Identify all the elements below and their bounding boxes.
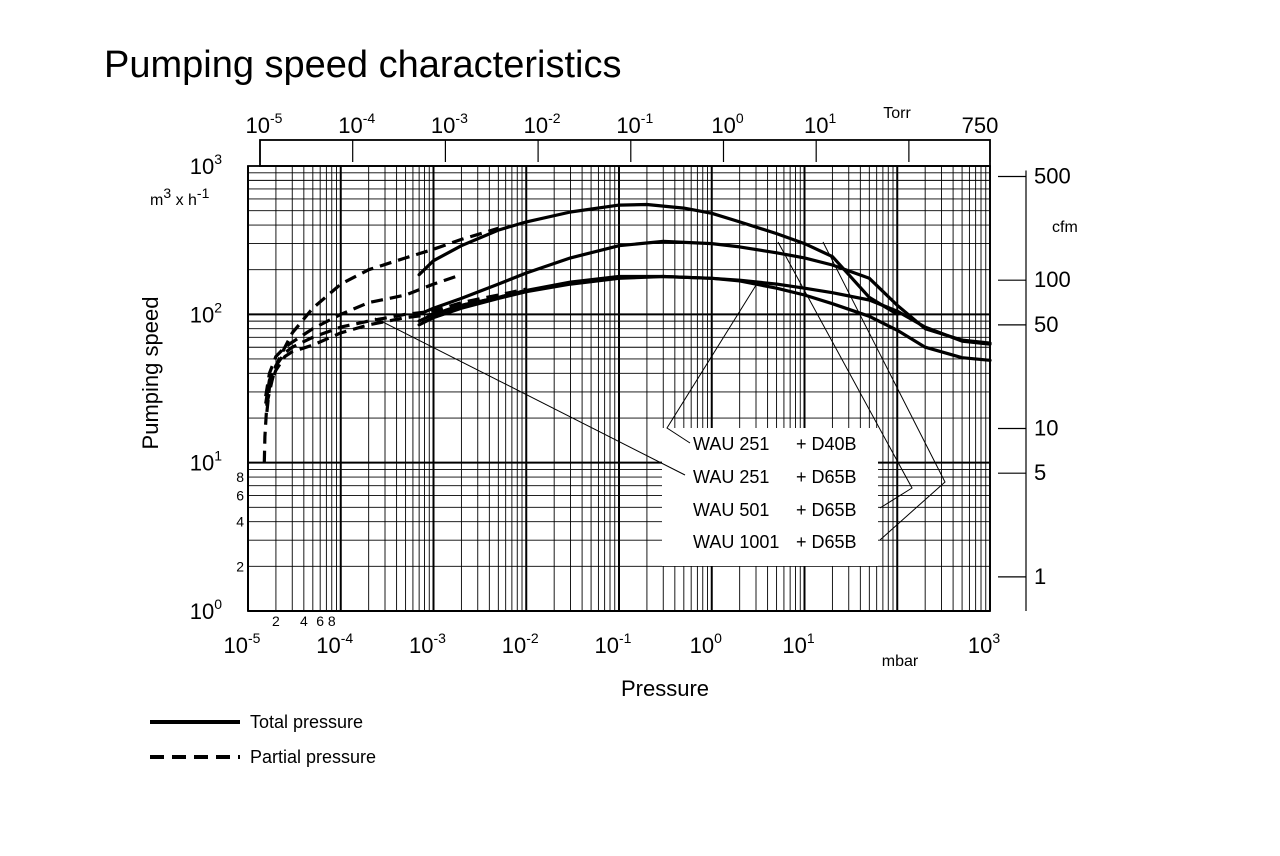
top-unit-label: Torr — [883, 105, 911, 122]
x-minor-tick-label: 4 — [300, 613, 308, 629]
callout-pump-label: + D65B — [796, 500, 857, 520]
callout-leader-line — [777, 241, 913, 509]
callout-pump-label: + D40B — [796, 434, 857, 454]
y-minor-tick-label: 6 — [236, 488, 244, 504]
chart-title: Pumping speed characteristics — [104, 44, 621, 86]
callout-model-label: WAU 251 — [693, 434, 769, 454]
callout-leader-line — [666, 281, 759, 444]
x-tick-label: 103 — [968, 630, 1000, 658]
legend-label: Partial pressure — [250, 747, 376, 767]
right-tick-label: 1 — [1034, 564, 1046, 589]
x-minor-tick-label: 8 — [328, 613, 336, 629]
grid — [247, 165, 991, 612]
x-tick-label: 10-1 — [595, 630, 632, 658]
y-tick-label: 100 — [190, 596, 222, 624]
legend: Total pressure Partial pressure — [150, 712, 376, 767]
top-tick-label: 101 — [804, 110, 836, 138]
y-minor-tick-label: 2 — [236, 558, 244, 574]
x-tick-label: 10-3 — [409, 630, 446, 658]
x-tick-label: 100 — [690, 630, 722, 658]
series-curve — [264, 273, 462, 397]
callout-leader-line — [822, 241, 946, 541]
series-curve — [265, 288, 527, 413]
x-minor-tick-label: 2 — [272, 613, 280, 629]
callout-box — [662, 428, 878, 566]
top-tick-label: 10-3 — [431, 110, 468, 138]
legend-label: Total pressure — [250, 712, 363, 732]
series-curve — [417, 202, 899, 316]
top-tick-label: 10-5 — [246, 110, 283, 138]
y-tick-label: 103 — [190, 151, 222, 179]
right-tick-label: 10 — [1034, 416, 1058, 441]
right-tick-label: 500 — [1034, 164, 1071, 189]
x-tick-label: 101 — [782, 630, 814, 658]
top-tick-label: 10-1 — [616, 110, 653, 138]
x-minor-tick-label: 6 — [316, 613, 324, 629]
series-curve — [417, 274, 992, 362]
x-tick-label: 10-4 — [316, 630, 353, 658]
x-axis-title: Pressure — [621, 676, 709, 701]
right-tick-label: 5 — [1034, 460, 1046, 485]
y-axis-title: Pumping speed — [138, 297, 163, 450]
top-tick-label: 10-4 — [338, 110, 375, 138]
curves — [262, 202, 992, 463]
callout-pump-label: + D65B — [796, 467, 857, 487]
top-axis-box — [259, 139, 991, 167]
callout-leader-line — [374, 317, 686, 476]
callout-model-label: WAU 501 — [693, 500, 769, 520]
callout-model-label: WAU 1001 — [693, 532, 779, 552]
callout: WAU 251 + D40B WAU 251 + D65B WAU 501 + D65B W… — [374, 241, 946, 566]
y-tick-label: 101 — [190, 448, 222, 476]
y-minor-tick-label: 4 — [236, 514, 244, 530]
top-tick-label: 10-2 — [524, 110, 561, 138]
y-tick-label: 102 — [190, 299, 222, 327]
top-tick-label: 100 — [711, 110, 743, 138]
top-tick-label: 750 — [962, 113, 999, 138]
x-unit-label: mbar — [882, 653, 919, 670]
series-curve — [417, 239, 992, 345]
right-tick-label: 50 — [1034, 312, 1058, 337]
callout-model-label: WAU 251 — [693, 467, 769, 487]
x-tick-label: 10-5 — [224, 630, 261, 658]
y-minor-tick-label: 8 — [236, 469, 244, 485]
callout-pump-label: + D65B — [796, 532, 857, 552]
series-curve — [262, 226, 499, 463]
x-tick-label: 10-2 — [502, 630, 539, 658]
y-unit-label: m3 x h-1 — [150, 185, 210, 209]
right-unit-label: cfm — [1052, 219, 1078, 236]
right-tick-label: 100 — [1034, 267, 1071, 292]
